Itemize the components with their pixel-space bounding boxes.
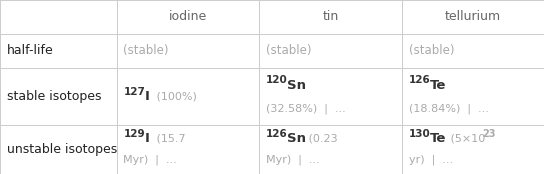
Text: (stable): (stable) [123,44,169,57]
Text: Sn: Sn [287,132,306,145]
Text: yr)  |  ...: yr) | ... [409,154,453,165]
Text: 127: 127 [123,87,145,97]
Text: 120: 120 [266,75,288,85]
Text: I: I [145,132,150,145]
Text: Sn: Sn [287,79,306,92]
Text: (32.58%)  |  ...: (32.58%) | ... [266,104,346,114]
Text: unstable isotopes: unstable isotopes [7,143,117,156]
Text: 126: 126 [266,129,288,139]
Text: (stable): (stable) [409,44,454,57]
Text: (18.84%)  |  ...: (18.84%) | ... [409,104,489,114]
Text: (100%): (100%) [153,92,197,102]
Text: tellurium: tellurium [445,10,501,23]
Text: I: I [145,90,150,103]
Text: (0.23: (0.23 [305,134,337,144]
Text: stable isotopes: stable isotopes [7,90,101,103]
Text: half-life: half-life [7,44,53,57]
Text: Myr)  |  ...: Myr) | ... [266,154,320,165]
Text: 126: 126 [409,75,430,85]
Text: tin: tin [323,10,339,23]
Text: Te: Te [430,132,446,145]
Text: (5×10: (5×10 [447,134,485,144]
Text: 130: 130 [409,129,430,139]
Text: Myr)  |  ...: Myr) | ... [123,154,177,165]
Text: 129: 129 [123,129,145,139]
Text: 23: 23 [482,129,496,139]
Text: iodine: iodine [169,10,207,23]
Text: (15.7: (15.7 [153,134,186,144]
Text: Te: Te [430,79,446,92]
Text: (stable): (stable) [266,44,312,57]
